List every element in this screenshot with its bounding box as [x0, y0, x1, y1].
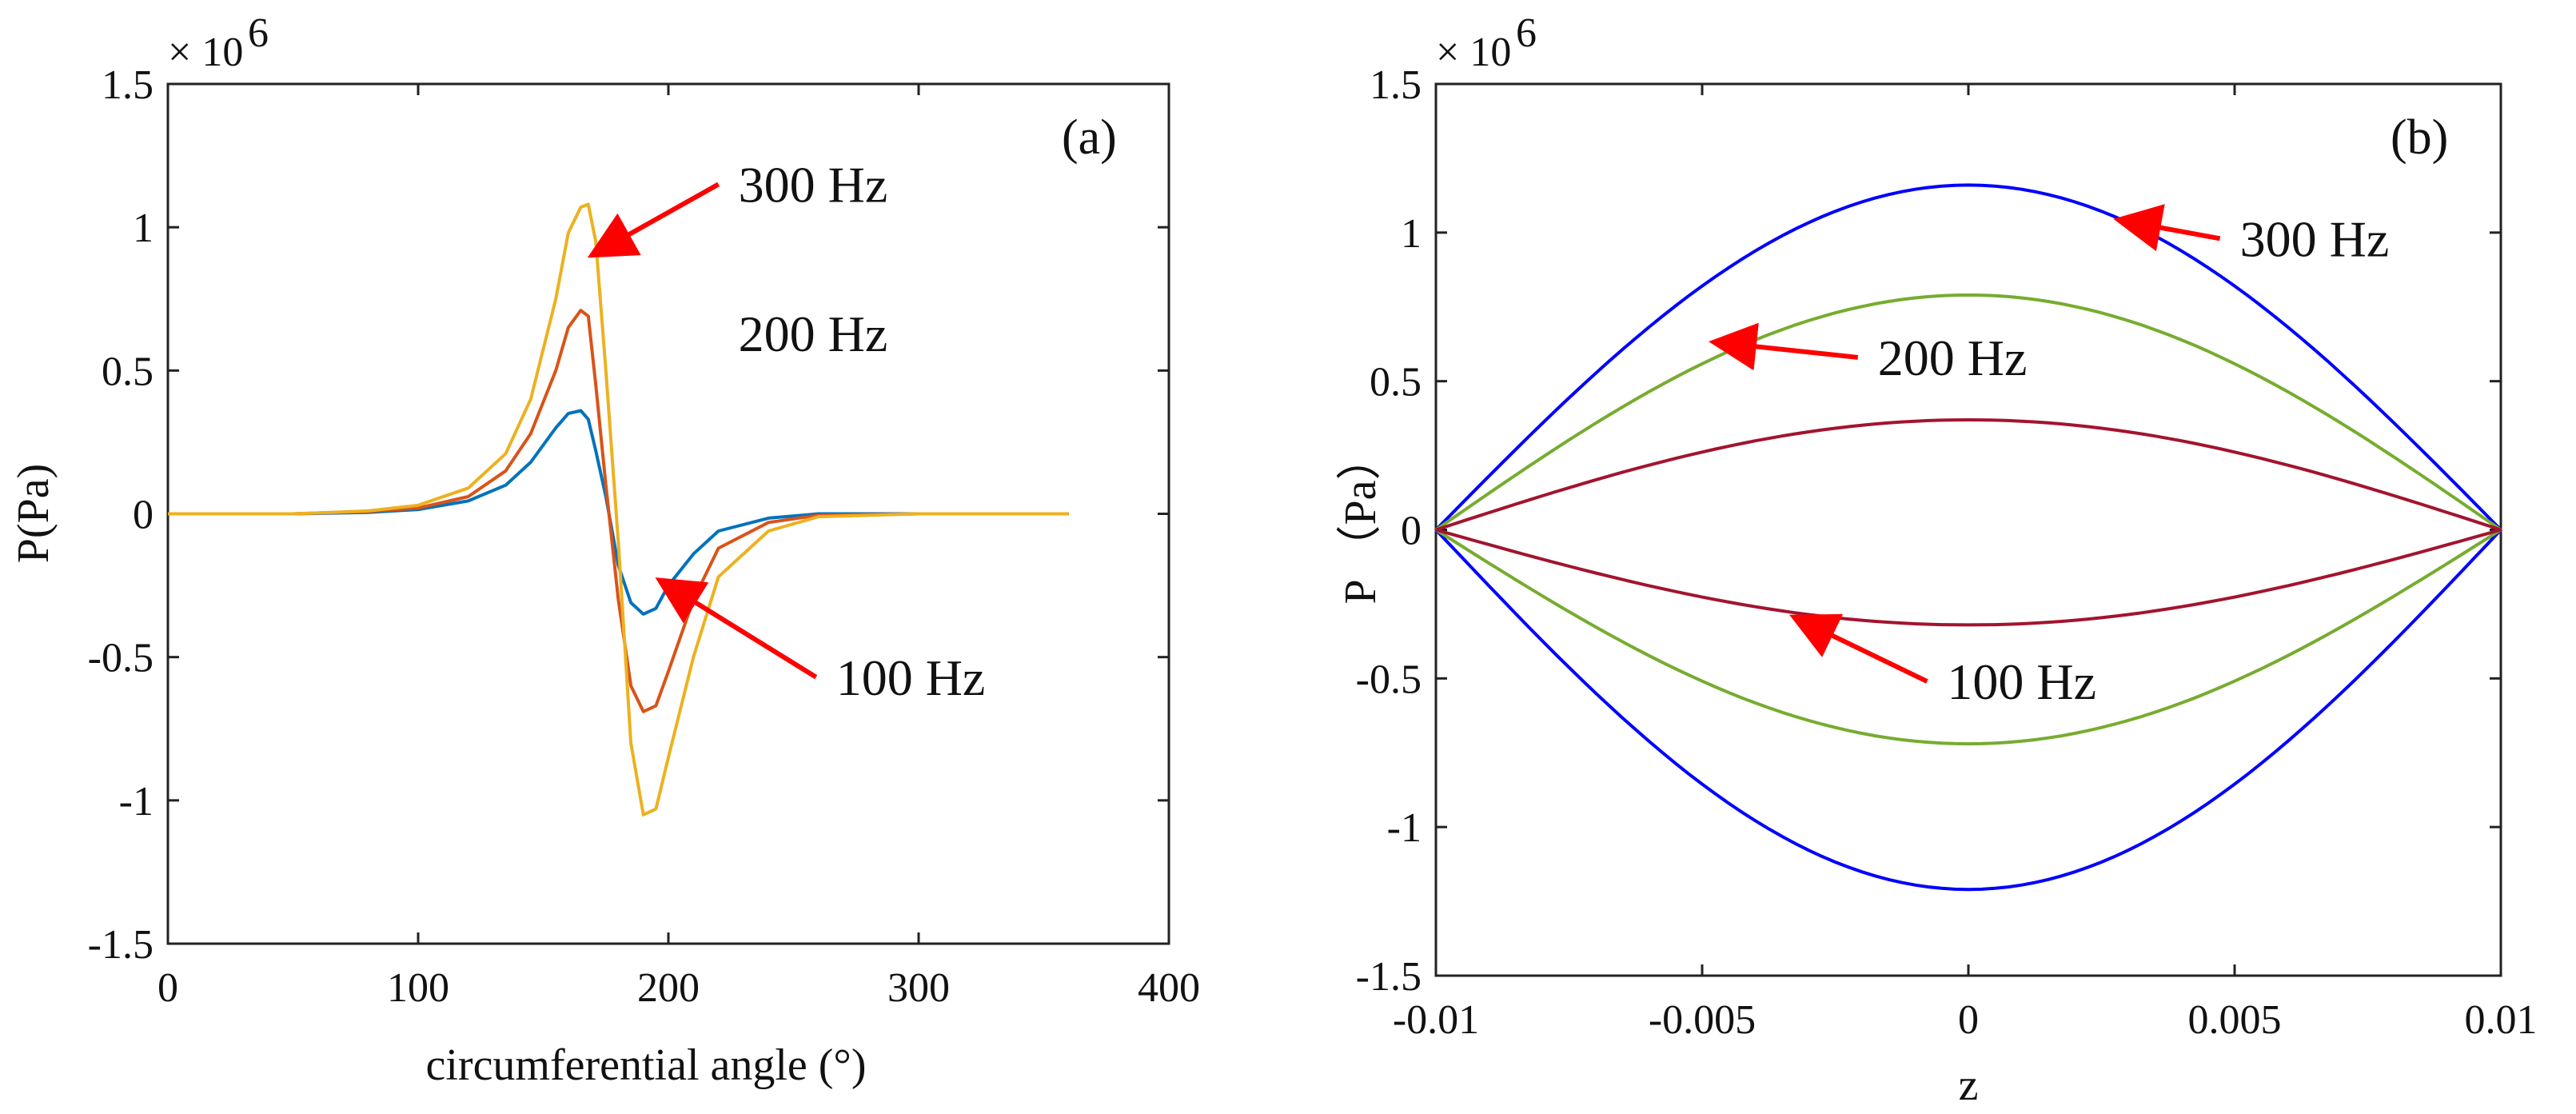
panel-a-y-tick-label: -0.5	[88, 636, 154, 681]
panel-b-series	[1434, 183, 2502, 892]
panel-a-y-axis-label: P(Pa)	[9, 464, 58, 563]
panel-b-series-300-hz-lower	[1434, 529, 2502, 892]
panel-b-series-200-hz-upper	[1434, 293, 2502, 532]
panel-a: 0 100 200 300 400 1.5 1 0.5 0 -0.5 -1 -1.5 300 Hz 20…	[9, 10, 1200, 1090]
panel-a-x-axis-label: circumferential angle (°)	[426, 1040, 867, 1090]
panel-b-annotation-arrow	[2113, 204, 2221, 252]
panel-b-series-100-hz-lower	[1435, 528, 2502, 627]
panel-a-x-tick-label: 0	[158, 965, 178, 1011]
panel-b-multiplier-exponent: 6	[1516, 10, 1537, 56]
panel-b-series-100-hz-upper	[1435, 417, 2502, 532]
panel-b-multiplier: × 10	[1436, 30, 1511, 75]
panel-a-annotation-label: 200 Hz	[739, 305, 888, 362]
panel-b-annotation-label: 100 Hz	[1947, 653, 2096, 710]
panel-b-y-tick-label: 0.5	[1370, 360, 1422, 405]
panel-b-y-tick-label: 1.5	[1370, 62, 1422, 108]
panel-b-plot-box	[1434, 82, 2502, 977]
panel-b-annotation-label: 200 Hz	[1878, 329, 2028, 386]
panel-b-y-tick-label: 0	[1401, 509, 1422, 554]
panel-a-x-tick-label: 100	[387, 965, 449, 1011]
panel-a-y-tick-label: -1	[119, 779, 154, 825]
panel-a-annotation-arrow	[587, 182, 720, 258]
panel-b-label: (b)	[2391, 110, 2448, 165]
panel-b-y-axis-label: P （Pa）	[1336, 435, 1386, 604]
panel-b-series-300-hz-upper	[1434, 183, 2502, 531]
panel-b-x-tick-label: 0.005	[2188, 997, 2282, 1043]
panel-b: -0.01 -0.005 0 0.005 0.011.510.50-0.5-1-1.5 …	[1336, 10, 2538, 1110]
panel-a-y-tick-label: 1.5	[102, 62, 154, 108]
panel-a-series	[168, 202, 1069, 817]
panel-b-series-200-hz-lower	[1434, 528, 2502, 746]
panel-b-ticks: -0.01 -0.005 0 0.005 0.01 1.5 1 0.5 0 -0.5 -1 -1.5	[1356, 62, 2538, 1043]
panel-b-x-tick-label: -0.005	[1649, 997, 1756, 1043]
panel-b-x-tick-label: 0	[1958, 997, 1979, 1043]
panel-b-annotations: 300 Hz 200 Hz 100 Hz	[1709, 204, 2390, 710]
panel-a-y-tick-label: 0.5	[102, 349, 154, 394]
panel-b-x-tick-label: -0.01	[1393, 997, 1479, 1043]
panel-b-y-tick-label: -0.5	[1356, 657, 1422, 702]
panel-a-series-200-hz	[168, 309, 1069, 713]
panel-a-x-tick-label: 300	[887, 965, 950, 1011]
panel-a-y-tick-label: 1	[133, 206, 154, 251]
panel-a-y-tick-label: 0	[133, 493, 154, 538]
panel-a-annotation-label: 100 Hz	[836, 649, 986, 706]
panel-a-multiplier: × 10	[168, 30, 243, 75]
panel-b-x-tick-label: 0.01	[2465, 997, 2538, 1043]
panel-b-y-tick-label: 1	[1401, 211, 1422, 257]
panel-a-x-tick-label: 400	[1138, 965, 1200, 1011]
panel-a-annotation-arrow	[655, 577, 818, 680]
panel-b-annotation-arrow	[1789, 613, 1928, 684]
panel-a-x-tick-label: 200	[637, 965, 700, 1011]
panel-a-annotations: 300 Hz 200 Hz 100 Hz	[587, 156, 986, 706]
panel-a-multiplier-exponent: 6	[248, 10, 269, 56]
panel-b-annotation-label: 300 Hz	[2240, 210, 2390, 267]
panel-a-annotation-label: 300 Hz	[739, 156, 888, 213]
panel-a-series-300-hz	[168, 202, 1069, 817]
panel-b-annotation-arrow	[1709, 322, 1859, 371]
panel-b-y-tick-label: -1.5	[1356, 954, 1422, 1000]
panel-b-y-tick-label: -1	[1387, 805, 1422, 851]
panel-a-series-100-hz	[168, 409, 1069, 616]
panel-a-y-tick-label: -1.5	[88, 922, 154, 968]
panel-a-label: (a)	[1062, 110, 1117, 165]
panel-a-ticks: 0 100 200 300 400 1.5 1 0.5 0 -0.5 -1 -1.5	[88, 62, 1200, 1011]
panel-b-x-axis-label: z	[1959, 1060, 1979, 1110]
